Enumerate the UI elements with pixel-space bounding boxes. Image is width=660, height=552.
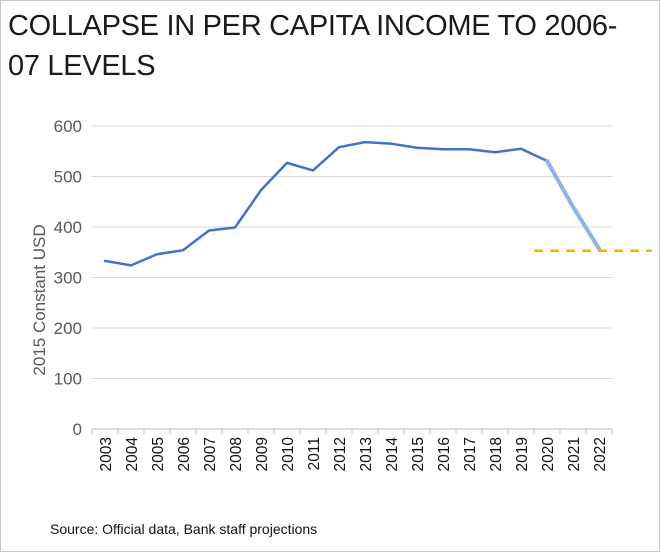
x-tick-label: 2019 [514, 437, 531, 471]
y-tick-label: 500 [54, 168, 82, 187]
x-tick-label: 2010 [280, 437, 297, 472]
x-tick-label: 2011 [306, 437, 323, 470]
source-note: Source: Official data, Bank staff projec… [50, 521, 318, 537]
x-tick-label: 2009 [254, 437, 271, 471]
y-tick-label: 200 [54, 319, 82, 338]
x-tick-label: 2005 [150, 437, 167, 471]
x-tick-label: 2022 [592, 437, 609, 471]
y-tick-label: 600 [54, 117, 82, 136]
series-lines [103, 140, 652, 267]
series-line-historical [103, 140, 549, 267]
gridlines [92, 125, 612, 430]
chart-title: COLLAPSE IN PER CAPITA INCOME TO 2006-07… [8, 10, 618, 82]
x-tick-label: 2008 [228, 437, 245, 471]
y-tick-label: 100 [54, 370, 82, 389]
y-axis-ticks: 0 100 200 300 400 500 600 [54, 117, 82, 439]
series-line-projection [545, 158, 601, 251]
x-tick-label: 2014 [384, 437, 401, 472]
x-tick-label: 2018 [488, 437, 505, 471]
x-tick-label: 2021 [566, 437, 583, 471]
y-tick-label: 0 [73, 420, 82, 439]
x-tick-label: 2004 [124, 437, 141, 472]
x-tick-label: 2016 [436, 437, 453, 471]
x-tick-label: 2017 [462, 437, 479, 471]
y-tick-label: 300 [54, 269, 82, 288]
x-tick-label: 2020 [540, 437, 557, 472]
x-tick-label: 2006 [176, 437, 193, 471]
y-axis-label: 2015 Constant USD [30, 224, 49, 375]
x-tick-label: 2013 [358, 437, 375, 471]
y-tick-label: 400 [54, 218, 82, 237]
x-tick-label: 2015 [410, 437, 427, 471]
x-tick-label: 2012 [332, 437, 349, 471]
x-tick-label: 2007 [202, 437, 219, 471]
x-tick-label: 2003 [98, 437, 115, 471]
x-axis-ticks: 2003 2004 2005 2006 2007 2008 2009 2010 2011 2012… [91, 429, 613, 472]
